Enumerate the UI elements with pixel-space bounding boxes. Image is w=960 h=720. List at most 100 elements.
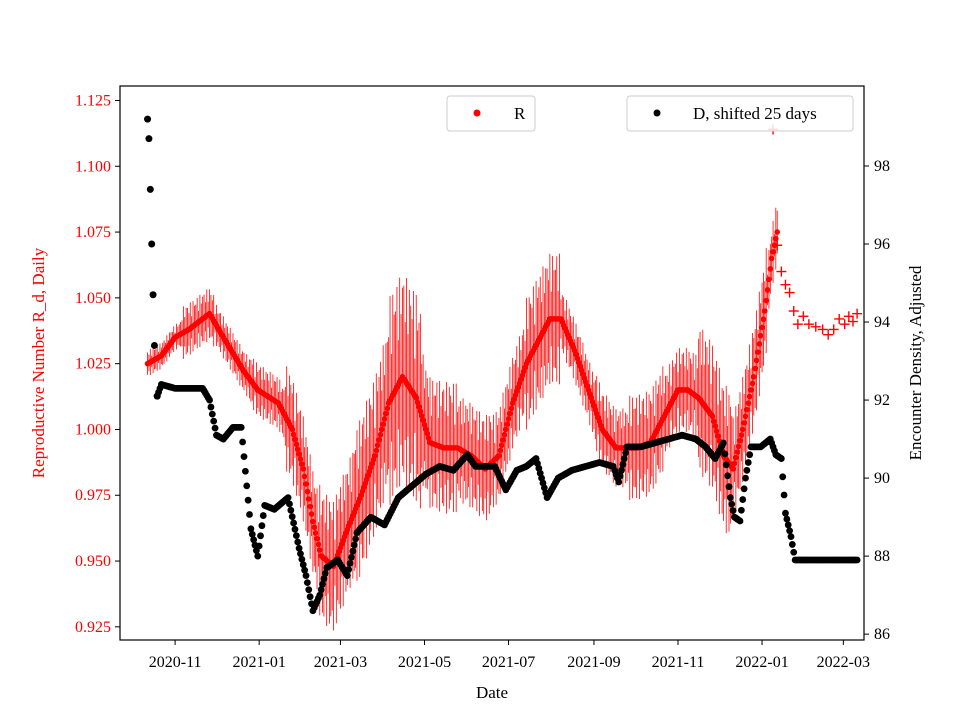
d-point [352,535,359,543]
legend-r-label: R [514,104,526,123]
d-point [301,566,309,574]
d-point [240,453,248,461]
r-point [739,426,746,433]
r-error-bars [147,207,778,631]
r-point [303,481,309,487]
r-point [773,235,779,242]
d-point [258,522,266,530]
r-point [734,449,741,455]
r-point [502,426,509,433]
r-point [290,431,297,438]
d-point [619,461,627,468]
r-point [413,395,420,401]
legend-r-box [446,95,536,132]
y-right-tick-label: 92 [874,392,890,409]
d-point [244,496,252,504]
r-point [304,488,311,495]
d-point [259,512,267,519]
d-point [780,491,788,499]
r-point [293,441,300,448]
r-point [421,421,428,428]
r-point [774,229,780,235]
r-point [508,405,515,412]
r-point [307,503,313,510]
d-point [346,559,354,567]
r-point [748,387,754,393]
d-point [150,341,158,349]
d-point [724,472,731,480]
d-point [853,556,861,564]
d-point [292,532,300,540]
y-right-tick-label: 98 [874,158,890,175]
r-point [418,412,425,419]
d-point [237,423,245,431]
y-right-tick-label: 96 [874,236,890,253]
r-point [289,426,296,433]
r-point [310,518,316,525]
d-point [206,396,213,404]
r-point [296,451,302,457]
r-point [377,431,384,438]
d-point [729,507,737,515]
d-point [286,500,293,508]
d-point [288,513,296,521]
plot-frame [119,85,865,641]
r-point [767,266,774,272]
r-point [738,432,745,438]
r-point [764,287,771,293]
r-point [756,341,763,347]
r-point [735,443,742,450]
y-left-axis-ticks: 0.925 0.950 0.975 1.000 1.025 1.050 1.075 1.100… [75,92,120,636]
r-point [381,416,388,422]
r-point [311,524,318,531]
x-tick-label: 2021-07 [482,654,535,671]
r-point [749,380,756,387]
r-point [424,430,431,437]
r-point [416,404,422,410]
d-point [316,591,324,599]
d-point [736,517,744,525]
r-point [755,349,761,355]
d-point [720,439,727,447]
r-point [414,399,421,406]
r-point [712,423,718,429]
d-point [722,461,730,469]
y-right-tick-label: 86 [874,626,890,643]
r-point [742,413,749,420]
r-point [750,374,757,380]
x-tick-label: 2022-03 [817,654,870,671]
x-axis-ticks: 2020-11 2021-01 2021-03 2021-05 2021-07 2021-… [149,640,870,671]
r-point [760,316,767,323]
d-point [284,494,292,501]
d-point [739,496,747,503]
d-point [728,500,736,508]
d-point [302,572,310,580]
d-point [210,417,218,425]
d-point [788,541,796,548]
d-point [239,438,247,446]
r-point [715,433,721,439]
r-point [768,255,775,262]
d-point [784,521,792,529]
d-point [737,506,745,514]
r-point [372,452,378,459]
d-point [782,509,789,517]
d-point [320,575,328,583]
x-tick-label: 2021-01 [232,654,285,671]
r-point [373,447,380,454]
d-point [144,115,152,123]
d-point [742,474,749,482]
r-point [762,308,768,314]
y-right-axis-label: Encounter Density, Adjusted [906,265,925,460]
r-point [314,535,320,542]
r-point [316,547,323,553]
d-point [779,473,787,481]
d-point [290,519,297,527]
r-point [733,454,739,461]
r-point [713,428,720,434]
d-point [243,482,251,490]
legend-d-marker [653,109,661,117]
r-point [757,332,764,339]
d-point [149,291,157,299]
d-point [721,450,729,458]
